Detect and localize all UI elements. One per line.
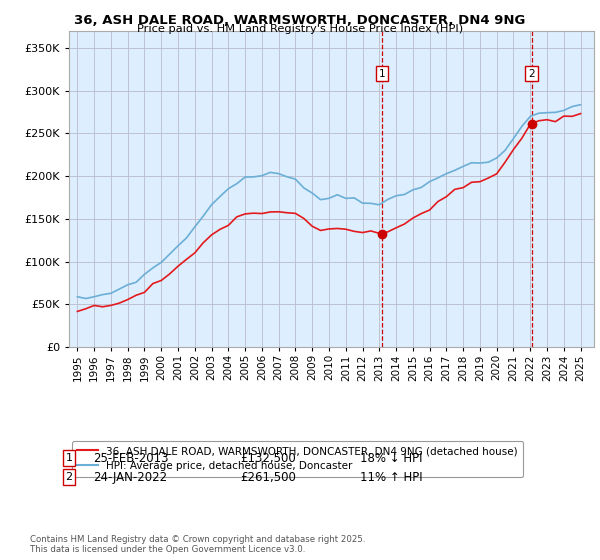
Text: £132,500: £132,500 [240,451,296,465]
Text: Price paid vs. HM Land Registry's House Price Index (HPI): Price paid vs. HM Land Registry's House … [137,24,463,34]
Text: 18% ↓ HPI: 18% ↓ HPI [360,451,422,465]
Text: 36, ASH DALE ROAD, WARMSWORTH, DONCASTER, DN4 9NG: 36, ASH DALE ROAD, WARMSWORTH, DONCASTER… [74,14,526,27]
Text: £261,500: £261,500 [240,470,296,484]
Legend: 36, ASH DALE ROAD, WARMSWORTH, DONCASTER, DN4 9NG (detached house), HPI: Average: 36, ASH DALE ROAD, WARMSWORTH, DONCASTER… [71,441,523,477]
Text: 2: 2 [528,68,535,78]
Text: 1: 1 [379,68,385,78]
Text: 2: 2 [65,472,73,482]
Text: Contains HM Land Registry data © Crown copyright and database right 2025.
This d: Contains HM Land Registry data © Crown c… [30,535,365,554]
Text: 1: 1 [65,453,73,463]
Text: 25-FEB-2013: 25-FEB-2013 [93,451,169,465]
Text: 11% ↑ HPI: 11% ↑ HPI [360,470,422,484]
Text: 24-JAN-2022: 24-JAN-2022 [93,470,167,484]
